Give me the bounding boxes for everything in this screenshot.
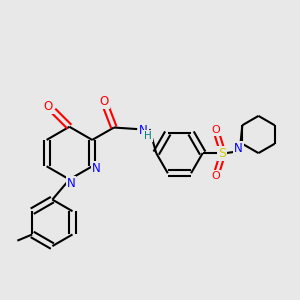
Text: O: O: [211, 125, 220, 135]
Text: O: O: [211, 171, 220, 181]
Text: N: N: [67, 177, 75, 190]
Text: N: N: [234, 142, 243, 155]
Text: S: S: [218, 147, 226, 160]
Text: N: N: [92, 162, 100, 175]
Text: H: H: [144, 131, 152, 141]
Text: O: O: [100, 95, 109, 108]
Text: N: N: [139, 124, 148, 137]
Text: O: O: [44, 100, 53, 113]
